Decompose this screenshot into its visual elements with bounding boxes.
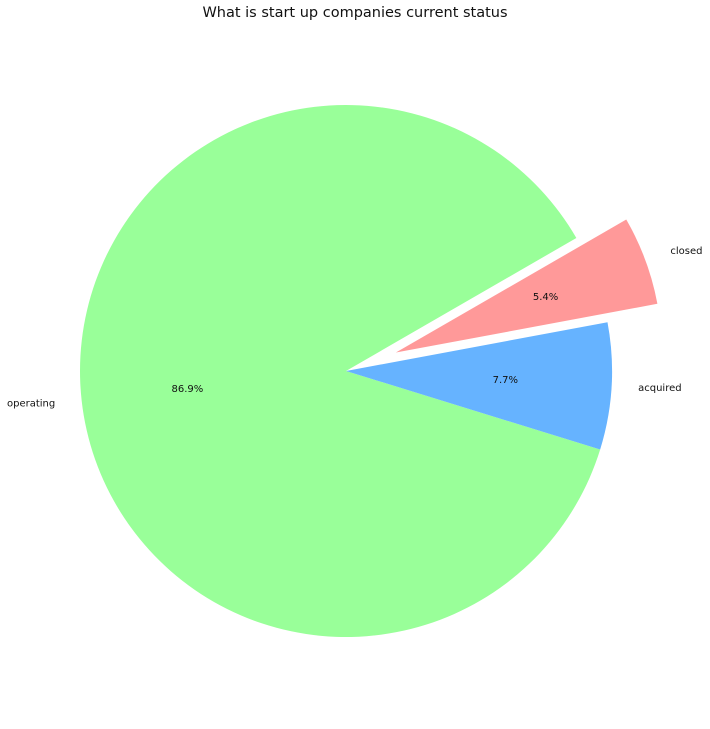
percent-label-closed: 5.4% bbox=[533, 292, 558, 303]
percent-label-operating: 86.9% bbox=[172, 384, 204, 395]
slice-label-closed: closed bbox=[670, 246, 702, 257]
slice-label-operating: operating bbox=[7, 399, 55, 410]
slice-label-acquired: acquired bbox=[638, 383, 681, 394]
percent-label-acquired: 7.7% bbox=[493, 375, 518, 386]
pie-slice-acquired bbox=[346, 322, 612, 450]
pie-slice-closed bbox=[395, 219, 658, 353]
pie-slice-operating bbox=[80, 105, 601, 637]
chart-title: What is start up companies current statu… bbox=[202, 5, 508, 21]
